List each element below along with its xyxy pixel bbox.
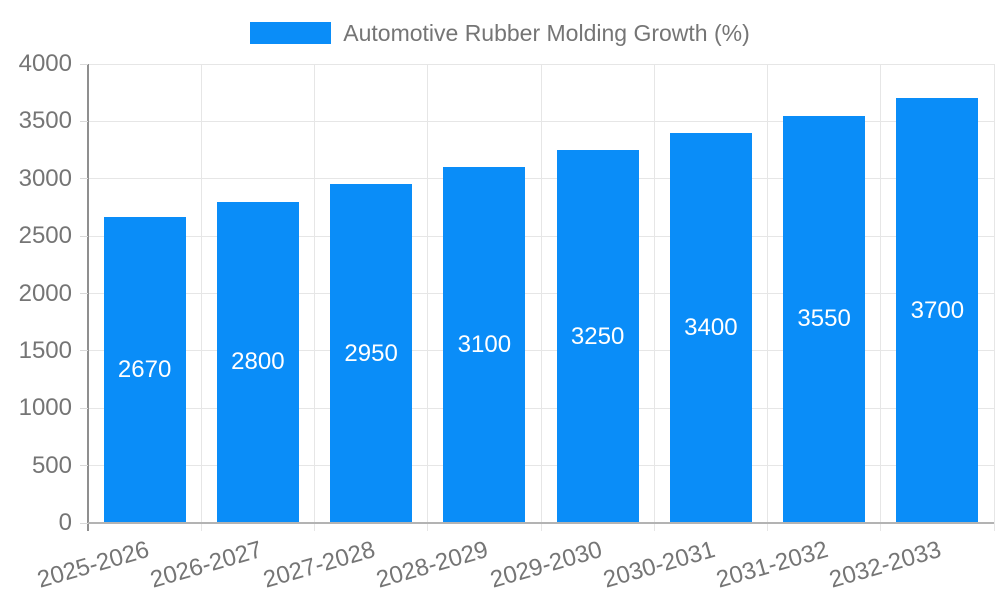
bar-value-label: 3100	[457, 331, 512, 359]
y-tick	[80, 235, 88, 237]
bar-value-label: 3550	[797, 305, 851, 333]
y-axis-label: 1500	[18, 336, 72, 364]
gridline-x	[200, 64, 202, 531]
bar-value-label: 3700	[910, 296, 965, 324]
y-axis-label: 4000	[18, 50, 72, 77]
y-tick	[80, 120, 88, 122]
y-axis-label: 3000	[18, 164, 72, 192]
gridline-x	[880, 64, 882, 531]
y-axis-label: 500	[31, 451, 72, 479]
plot-area: 2670 2800 2950 3100 3250 3400 3550 3700	[87, 63, 995, 531]
y-tick	[80, 522, 88, 524]
gridline-x	[767, 64, 768, 531]
y-tick	[80, 293, 88, 294]
bar-value-label: 3250	[570, 322, 625, 350]
gridline-x	[993, 64, 995, 531]
legend: Automotive Rubber Molding Growth (%)	[0, 20, 1000, 46]
bar: 2950	[330, 184, 413, 523]
legend-label: Automotive Rubber Molding Growth (%)	[343, 19, 750, 46]
y-tick	[80, 178, 88, 180]
bar: 2670	[103, 216, 186, 523]
y-axis-line	[87, 64, 89, 531]
bar: 3100	[443, 167, 526, 523]
gridline-x	[427, 64, 429, 531]
gridline-x	[653, 64, 655, 531]
y-axis-label: 0	[58, 509, 72, 536]
gridline-x	[540, 64, 542, 531]
bar: 3250	[556, 150, 639, 523]
bar-value-label: 2950	[344, 339, 398, 367]
bar: 3700	[896, 98, 979, 523]
bar: 3550	[783, 115, 866, 523]
bar-value-label: 2670	[117, 355, 172, 383]
y-axis-label: 2000	[18, 279, 72, 307]
y-tick	[80, 350, 88, 352]
bar-value-label: 3400	[684, 313, 738, 341]
legend-swatch	[250, 22, 332, 44]
x-axis-line	[88, 522, 994, 524]
bar: 3400	[669, 132, 752, 523]
bar: 2800	[216, 201, 299, 523]
y-axis-label: 1000	[18, 394, 72, 422]
y-tick	[80, 63, 88, 65]
gridline-x	[314, 64, 315, 531]
y-tick	[80, 465, 88, 467]
y-axis-label: 3500	[18, 107, 72, 135]
y-axis-label: 2500	[18, 222, 72, 250]
bar-value-label: 2800	[231, 348, 285, 376]
y-tick	[80, 407, 88, 409]
